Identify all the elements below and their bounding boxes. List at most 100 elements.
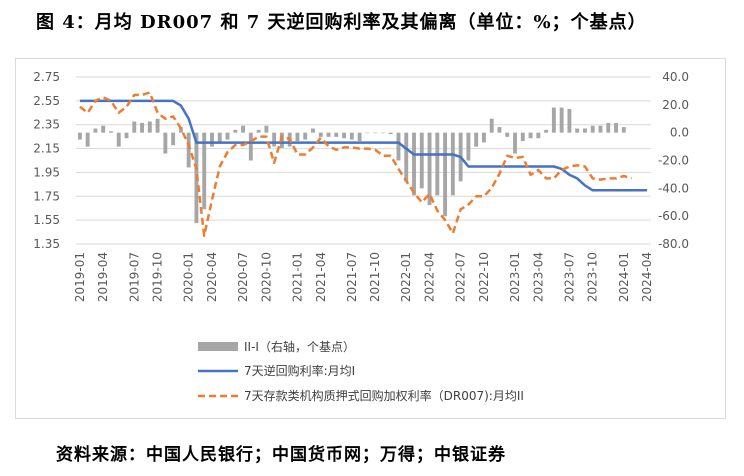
- bar: [326, 132, 331, 137]
- figure-title: 图 4：月均 DR007 和 7 天逆回购利率及其偏离（单位：%；个基点）: [36, 12, 647, 33]
- x-tick-label: 2020-07: [236, 252, 250, 302]
- chart-frame: 2.75 2.55 2.35 2.15 1.95 1.75 1.55 1.35 40.0 20.…: [15, 58, 726, 419]
- bar: [178, 127, 183, 133]
- bar: [116, 132, 121, 147]
- bar: [544, 129, 549, 133]
- x-tick-label: 2021-10: [368, 252, 382, 302]
- left-axis-ticks: 2.75 2.55 2.35 2.15 1.95 1.75 1.55 1.35: [33, 70, 60, 251]
- right-tick-label: -60.0: [658, 209, 689, 223]
- chart-svg: 2.75 2.55 2.35 2.15 1.95 1.75 1.55 1.35 40.0 20.…: [33, 70, 689, 403]
- bar: [513, 132, 517, 154]
- left-tick-label: 1.95: [33, 165, 60, 179]
- bar: [489, 118, 494, 133]
- bar: [583, 128, 587, 133]
- bar: [109, 131, 113, 133]
- source-note: 资料来源：中国人民银行；中国货币网；万得；中银证券: [56, 445, 506, 465]
- x-tick-label: 2023-01: [508, 252, 522, 302]
- bar: [140, 122, 144, 133]
- bar: [404, 132, 409, 182]
- right-tick-label: -40.0: [658, 181, 689, 195]
- bar: [264, 125, 269, 133]
- bar: [147, 121, 152, 133]
- bar: [295, 132, 300, 142]
- bar: [575, 128, 580, 133]
- legend-label-dr007: 7天存款类机构质押式回购加权利率（DR007):月均II: [244, 388, 524, 403]
- bar: [388, 132, 393, 135]
- x-tick-label: 2023-10: [586, 252, 600, 302]
- x-tick-label: 2020-01: [182, 252, 196, 302]
- bar: [528, 132, 533, 139]
- right-tick-label: 0.0: [670, 126, 689, 140]
- bar: [365, 132, 370, 134]
- x-tick-label: 2022-10: [477, 252, 491, 302]
- right-tick-label: 40.0: [662, 70, 689, 84]
- legend: II-I（右轴，个基点） 7天逆回购利率:月均I 7天存款类机构质押式回购加权利…: [198, 339, 524, 403]
- x-tick-label: 2022-01: [399, 252, 413, 302]
- bar: [186, 132, 191, 168]
- bar: [77, 132, 82, 140]
- left-tick-label: 1.35: [33, 237, 60, 251]
- bar: [450, 132, 455, 196]
- bar: [171, 132, 176, 146]
- right-axis-ticks: 40.0 20.0 0.0 -20.0 -40.0 -60.0 -80.0: [658, 70, 689, 251]
- legend-swatch-bar: [198, 342, 238, 351]
- bar: [536, 132, 541, 139]
- right-tick-label: -20.0: [658, 154, 689, 168]
- x-tick-label: 2021-04: [314, 252, 328, 302]
- bar: [163, 132, 168, 154]
- bar: [342, 132, 347, 139]
- bar: [481, 132, 486, 143]
- bar: [210, 132, 214, 147]
- x-tick-label: 2023-04: [531, 252, 545, 302]
- bar: [621, 127, 626, 133]
- x-tick-label: 2019-07: [127, 252, 141, 302]
- bar: [217, 132, 222, 143]
- bar: [598, 125, 603, 133]
- bar: [559, 107, 564, 133]
- bar: [412, 132, 416, 196]
- bar: [590, 125, 595, 133]
- left-tick-label: 2.75: [33, 70, 60, 84]
- line-series: [79, 91, 648, 237]
- bar: [233, 129, 238, 133]
- x-tick-label: 2024-04: [640, 252, 654, 302]
- left-tick-label: 1.75: [33, 189, 60, 203]
- bar: [318, 132, 323, 137]
- left-tick-label: 2.55: [33, 94, 60, 108]
- bar: [241, 125, 246, 133]
- x-tick-label: 2019-01: [73, 252, 87, 302]
- bar: [225, 132, 230, 140]
- x-tick-label: 2019-10: [151, 252, 165, 302]
- bar: [101, 125, 106, 133]
- bar: [256, 129, 261, 133]
- legend-label-bar: II-I（右轴，个基点）: [244, 339, 355, 354]
- bar: [474, 132, 479, 147]
- bar: [311, 128, 315, 133]
- bar: [155, 118, 160, 133]
- left-tick-label: 2.35: [33, 118, 60, 132]
- bar: [373, 132, 378, 134]
- x-tick-label: 2024-01: [617, 252, 631, 302]
- bar: [349, 132, 354, 140]
- bar: [427, 132, 432, 206]
- right-tick-label: -80.0: [658, 237, 689, 251]
- x-tick-label: 2021-07: [345, 252, 359, 302]
- bar: [303, 132, 308, 140]
- x-tick-label: 2021-01: [290, 252, 304, 302]
- bar: [606, 122, 611, 133]
- right-tick-label: 20.0: [662, 98, 689, 112]
- bar: [132, 121, 137, 133]
- bar: [334, 132, 339, 137]
- dr007-line: [79, 91, 632, 237]
- bar: [567, 109, 572, 133]
- bar: [551, 107, 556, 133]
- bar: [396, 132, 401, 161]
- bar: [443, 132, 448, 217]
- bar: [93, 128, 98, 133]
- x-tick-label: 2019-04: [96, 252, 110, 302]
- legend-label-reverse-repo: 7天逆回购利率:月均I: [244, 363, 355, 378]
- x-tick-label: 2020-04: [205, 252, 219, 302]
- x-tick-label: 2022-04: [423, 252, 437, 302]
- bar: [357, 132, 362, 142]
- reverse-repo-line: [79, 99, 648, 192]
